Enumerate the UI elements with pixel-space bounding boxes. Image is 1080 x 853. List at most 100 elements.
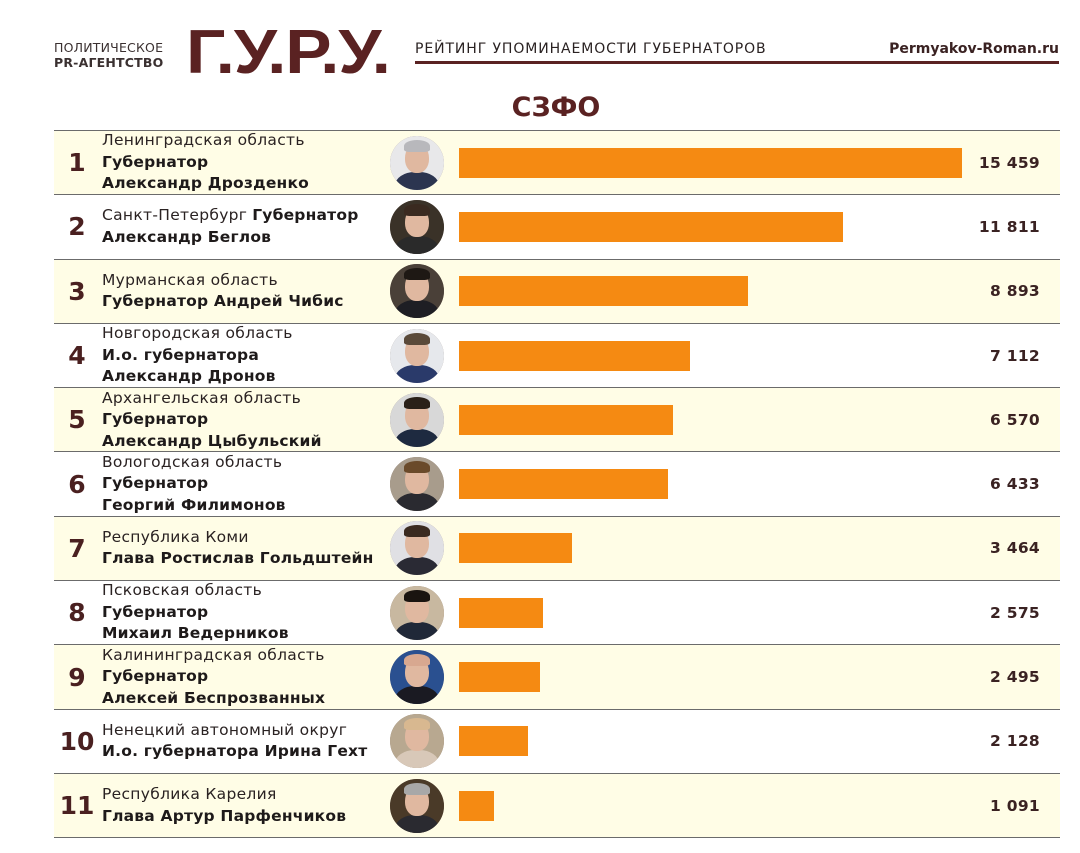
avatar-beglov xyxy=(390,199,444,254)
mentions-value: 6 433 xyxy=(989,475,1040,494)
rank-number: 1 xyxy=(68,148,86,178)
governor-name: Георгий Филимонов xyxy=(102,495,286,514)
rank-number: 3 xyxy=(68,276,86,306)
governor-info: Мурманская область Губернатор Андрей Чиби… xyxy=(102,260,392,323)
region-name: Ленинградская область xyxy=(102,131,305,150)
governor-info: Ленинградская область Губернатор Александр… xyxy=(102,131,392,194)
governor-name: Михаил Ведерников xyxy=(102,624,289,643)
governor-title: Глава Ростислав Гольдштейн xyxy=(102,549,374,568)
avatar-vedernikov xyxy=(390,585,444,640)
region-line: Санкт-Петербург Губернатор xyxy=(102,205,392,227)
mentions-value: 2 575 xyxy=(989,603,1040,622)
mentions-bar xyxy=(459,147,962,178)
table-row: 10 Ненецкий автономный округ И.о. губернат… xyxy=(54,709,1060,774)
table-row: 8 Псковская область Губернатор Михаил Ведер… xyxy=(54,581,1060,646)
agency-line-2: PR-АГЕНТСТВО xyxy=(54,55,164,70)
governor-info: Архангельская область Губернатор Александр… xyxy=(102,388,392,451)
mentions-value: 8 893 xyxy=(989,282,1040,301)
table-row: 6 Вологодская область Губернатор Георгий Фи… xyxy=(54,452,1060,517)
table-row: 1 Ленинградская область Губернатор Александ… xyxy=(54,131,1060,196)
ranking-table: 1 Ленинградская область Губернатор Александ… xyxy=(54,130,1060,839)
mentions-bar xyxy=(459,469,668,500)
mentions-value: 2 128 xyxy=(989,732,1040,751)
avatar-gekht xyxy=(390,714,444,769)
mentions-bar xyxy=(459,597,543,628)
rank-number: 10 xyxy=(59,726,95,756)
mentions-value: 11 811 xyxy=(978,217,1040,236)
region-name: Ненецкий автономный округ xyxy=(102,720,348,739)
rank-number: 4 xyxy=(68,341,86,371)
table-row: 2 Санкт-Петербург Губернатор Александр Бег… xyxy=(54,195,1060,260)
region-name: Калининградская область xyxy=(102,645,325,664)
region-name: Архангельская область xyxy=(102,388,302,407)
table-row: 11 Республика Карелия Глава Артур Парфенчи… xyxy=(54,773,1060,839)
governor-title: И.о. губернатора xyxy=(102,345,259,364)
governor-title: Губернатор xyxy=(102,410,209,429)
rank-number: 9 xyxy=(68,662,86,692)
region-name: Вологодская область xyxy=(102,452,283,471)
mentions-bar xyxy=(459,533,572,564)
mentions-bar xyxy=(459,404,673,435)
logo: Г.У.Р.У. xyxy=(186,18,391,87)
governor-info: Новгородская область И.о. губернатора Алек… xyxy=(102,324,392,387)
mentions-value: 15 459 xyxy=(978,153,1040,172)
chart-title: СЗФО xyxy=(511,92,601,123)
agency-line-1: ПОЛИТИЧЕСКОЕ xyxy=(54,40,164,55)
governor-title: Губернатор xyxy=(252,206,359,225)
mentions-value: 2 495 xyxy=(989,668,1040,687)
region-name: Псковская область xyxy=(102,581,263,600)
governor-name: Александр Цыбульский xyxy=(102,431,322,450)
table-row: 3 Мурманская область Губернатор Андрей Чиб… xyxy=(54,259,1060,324)
governor-title: Губернатор xyxy=(102,474,209,493)
avatar-drozdenko xyxy=(390,135,444,190)
governor-title: Глава Артур Парфенчиков xyxy=(102,806,347,825)
site-link[interactable]: Permyakov-Roman.ru xyxy=(889,41,1059,57)
tagline: РЕЙТИНГ УПОМИНАЕМОСТИ ГУБЕРНАТОРОВ xyxy=(415,41,767,57)
agency-label: ПОЛИТИЧЕСКОЕ PR-АГЕНТСТВО xyxy=(54,40,163,70)
rank-number: 2 xyxy=(68,212,86,242)
avatar-dronov xyxy=(390,328,444,383)
table-row: 9 Калининградская область Губернатор Алексе… xyxy=(54,645,1060,710)
table-row: 4 Новгородская область И.о. губернатора Але… xyxy=(54,323,1060,389)
mentions-bar xyxy=(459,726,528,757)
mentions-value: 1 091 xyxy=(989,796,1040,815)
mentions-value: 6 570 xyxy=(989,410,1040,429)
governor-info: Вологодская область Губернатор Георгий Фил… xyxy=(102,452,392,515)
mentions-bar xyxy=(459,340,690,371)
table-row: 7 Республика Коми Глава Ростислав Гольдште… xyxy=(54,516,1060,582)
governor-info: Республика Коми Глава Ростислав Гольдштей… xyxy=(102,517,392,580)
mentions-value: 3 464 xyxy=(989,539,1040,558)
governor-info: Калининградская область Губернатор Алексей… xyxy=(102,645,392,708)
governor-name: Александр Беглов xyxy=(102,227,272,246)
governor-name: Александр Дронов xyxy=(102,367,276,386)
rank-number: 11 xyxy=(59,791,95,821)
governor-name: Александр Дрозденко xyxy=(102,174,310,193)
avatar-chibis xyxy=(390,264,444,319)
rank-number: 5 xyxy=(68,405,86,435)
governor-info: Санкт-Петербург Губернатор Александр Бегл… xyxy=(102,195,392,258)
avatar-filimonov xyxy=(390,457,444,512)
rank-number: 6 xyxy=(68,469,86,499)
mentions-bar xyxy=(459,662,540,693)
governor-info: Республика Карелия Глава Артур Парфенчико… xyxy=(102,774,392,837)
avatar-parfenchikov xyxy=(390,778,444,833)
avatar-goldshtein xyxy=(390,521,444,576)
region-name: Санкт-Петербург xyxy=(102,206,248,225)
rank-number: 8 xyxy=(68,598,86,628)
region-name: Новгородская область xyxy=(102,324,293,343)
rank-number: 7 xyxy=(68,533,86,563)
region-name: Республика Коми xyxy=(102,527,249,546)
governor-title: Губернатор Андрей Чибис xyxy=(102,292,344,311)
mentions-bar xyxy=(459,790,494,821)
governor-title: И.о. губернатора Ирина Гехт xyxy=(102,742,368,761)
governor-title: Губернатор xyxy=(102,602,209,621)
governor-title: Губернатор xyxy=(102,667,209,686)
header-divider xyxy=(415,61,1059,64)
header: ПОЛИТИЧЕСКОЕ PR-АГЕНТСТВО Г.У.Р.У. РЕЙТИ… xyxy=(0,0,1080,90)
region-name: Республика Карелия xyxy=(102,785,277,804)
avatar-besprozvannykh xyxy=(390,650,444,705)
table-row: 5 Архангельская область Губернатор Александ… xyxy=(54,388,1060,453)
region-name: Мурманская область xyxy=(102,270,278,289)
mentions-bar xyxy=(459,276,748,307)
mentions-value: 7 112 xyxy=(989,346,1040,365)
